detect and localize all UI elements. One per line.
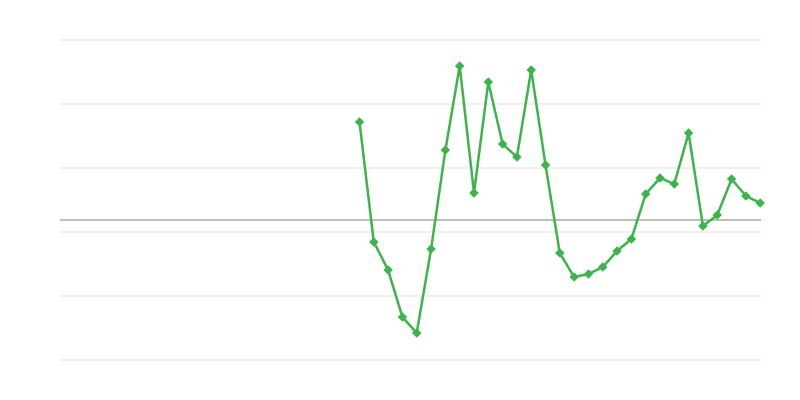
data-point-marker[interactable] [397,312,408,322]
data-point-marker[interactable] [626,234,637,244]
data-point-marker[interactable] [741,191,751,201]
data-point-marker[interactable] [526,65,536,75]
data-point-marker[interactable] [540,160,551,170]
data-point-marker[interactable] [640,189,651,199]
data-point-marker[interactable] [440,145,451,155]
data-point-marker[interactable] [469,188,479,198]
data-point-marker[interactable] [712,210,723,220]
data-point-marker[interactable] [755,198,765,208]
data-point-marker[interactable] [354,117,365,127]
data-point-marker[interactable] [583,269,594,279]
series-line [358,64,762,335]
data-point-marker[interactable] [555,248,565,258]
data-point-marker[interactable] [497,139,508,149]
data-point-marker[interactable] [698,221,708,231]
data-point-marker[interactable] [369,237,379,247]
data-point-marker[interactable] [411,328,422,338]
data-point-marker[interactable] [426,244,436,254]
data-point-marker[interactable] [483,77,494,87]
data-point-marker[interactable] [655,173,665,183]
data-point-marker[interactable] [512,152,522,162]
data-point-marker[interactable] [569,272,579,282]
data-point-marker[interactable] [669,179,680,189]
data-point-marker[interactable] [454,61,465,71]
data-point-marker[interactable] [383,265,393,275]
data-point-marker[interactable] [598,262,608,272]
data-point-marker[interactable] [612,246,622,256]
data-point-marker[interactable] [726,174,737,184]
data-point-marker[interactable] [683,128,694,138]
